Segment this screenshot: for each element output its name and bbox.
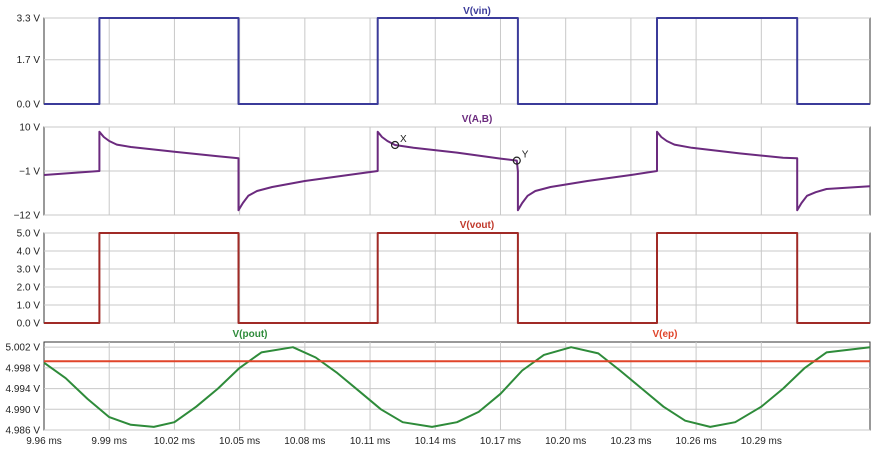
annotation-marker <box>512 156 521 165</box>
y-tick-label: 3.0 V <box>17 265 41 276</box>
y-tick-label: −12 V <box>14 211 41 222</box>
plot-frame-0 <box>43 17 871 105</box>
panel-title: V(vout) <box>460 220 494 231</box>
x-tick-label: 10.17 ms <box>480 436 521 447</box>
y-tick-label: 4.994 V <box>6 384 41 395</box>
x-tick-label: 9.99 ms <box>91 436 127 447</box>
series-label: V(pout) <box>233 329 268 340</box>
x-tick-label: 10.26 ms <box>676 436 717 447</box>
y-tick-label: 0.0 V <box>17 319 41 330</box>
y-tick-label: 4.998 V <box>6 363 41 374</box>
x-tick-label: 10.02 ms <box>154 436 195 447</box>
series-line <box>44 17 870 105</box>
y-tick-label: 5.002 V <box>6 343 41 354</box>
plot-frame-3 <box>43 341 871 431</box>
series-line <box>44 232 870 324</box>
y-tick-label: 4.0 V <box>17 247 41 258</box>
y-tick-label: −1 V <box>19 167 40 178</box>
x-tick-label: 10.23 ms <box>610 436 651 447</box>
annotation-marker <box>390 140 400 150</box>
y-tick-label: 4.990 V <box>6 405 41 416</box>
y-tick-label: 0.0 V <box>17 100 41 111</box>
x-tick-label: 10.29 ms <box>741 436 782 447</box>
x-tick-label: 10.20 ms <box>545 436 586 447</box>
x-tick-label: 10.11 ms <box>350 436 390 447</box>
x-tick-label: 10.14 ms <box>415 436 456 447</box>
annotation-label: X <box>400 134 407 145</box>
series-line <box>43 346 871 428</box>
annotation-label: Y <box>522 150 529 161</box>
series-label: V(ep) <box>653 329 678 340</box>
x-tick-label: 10.05 ms <box>219 436 260 447</box>
y-tick-label: 3.3 V <box>17 14 41 25</box>
x-tick-label: 9.96 ms <box>26 436 62 447</box>
panel-title: V(A,B) <box>462 114 493 125</box>
y-tick-label: 4.986 V <box>6 426 41 437</box>
series-line <box>43 130 871 212</box>
y-tick-label: 2.0 V <box>17 283 41 294</box>
panel-title: V(vin) <box>463 6 491 17</box>
y-tick-label: 5.0 V <box>17 229 41 240</box>
plot-frame-2 <box>43 232 871 324</box>
y-tick-label: 10 V <box>19 123 40 134</box>
x-tick-label: 10.08 ms <box>284 436 325 447</box>
y-tick-label: 1.0 V <box>17 301 41 312</box>
y-tick-label: 1.7 V <box>17 55 41 66</box>
